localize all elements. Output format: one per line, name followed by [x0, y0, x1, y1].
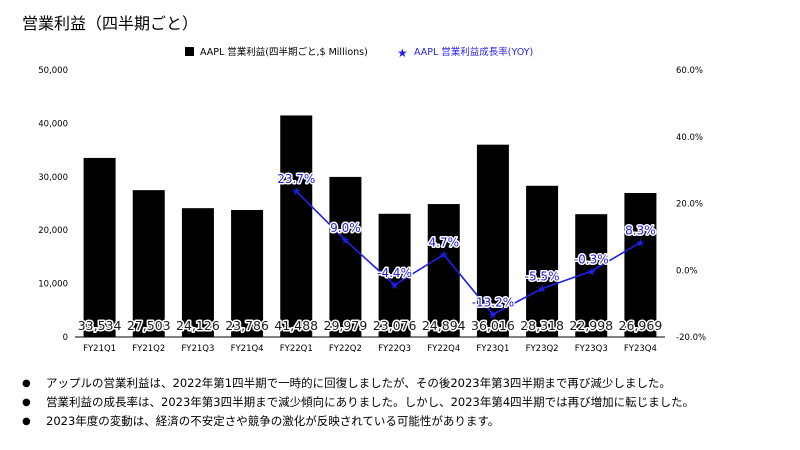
growth-rate-label: -0.3% [574, 252, 609, 266]
bar-fy22q4 [427, 204, 460, 337]
bar-fy21q2 [132, 190, 165, 337]
legend-marker-growth-rate: ★ [397, 46, 408, 60]
growth-rate-marker: ★ [439, 249, 449, 262]
growth-rate-marker: ★ [586, 265, 596, 278]
y-left-tick-label: 50,000 [38, 66, 68, 76]
bullet-item: 2023年度の変動は、経済の不安定さや競争の激化が反映されている可能性があります… [22, 412, 694, 431]
growth-rate-label: -5.5% [525, 270, 560, 284]
growth-rate-label: -13.2% [472, 295, 514, 309]
x-tick-label: FY21Q3 [181, 344, 214, 354]
y-left-tick-label: 40,000 [38, 119, 68, 129]
bar-value-label: 26,969 [619, 318, 663, 333]
summary-bullets: アップルの営業利益は、2022年第1四半期で一時的に回復しましたが、その後202… [22, 374, 694, 431]
growth-rate-marker: ★ [488, 308, 498, 321]
x-tick-label: FY22Q3 [378, 344, 411, 354]
y-left-tick-label: 10,000 [38, 280, 68, 290]
growth-rate-label: -4.4% [377, 266, 412, 280]
growth-rate-label: 9.0% [330, 221, 361, 235]
bar-fy21q3 [181, 208, 214, 337]
y-left-tick-label: 0 [63, 333, 68, 343]
growth-rate-marker: ★ [390, 279, 400, 292]
bar-value-label: 36,016 [471, 318, 515, 333]
growth-rate-marker: ★ [635, 237, 645, 250]
bar-value-label: 33,534 [78, 318, 122, 333]
bullet-item: 営業利益の成長率は、2023年第3四半期まで減少傾向にありました。しかし、202… [22, 393, 694, 412]
x-tick-label: FY21Q1 [83, 344, 116, 354]
bar-fy23q2 [526, 185, 559, 337]
x-tick-label: FY23Q4 [624, 344, 657, 354]
x-tick-label: FY23Q3 [575, 344, 608, 354]
bar-fy22q2 [329, 176, 362, 337]
bar-value-label: 23,076 [373, 318, 417, 333]
bar-fy21q1 [83, 157, 116, 337]
bar-value-label: 24,126 [176, 318, 220, 333]
y-right-tick-label: 60.0% [676, 66, 703, 76]
y-right-tick-label: 20.0% [676, 200, 703, 210]
y-right-tick-label: 40.0% [676, 133, 703, 143]
bar-value-label: 29,979 [324, 318, 368, 333]
bar-fy21q4 [231, 209, 264, 337]
growth-rate-marker: ★ [291, 185, 301, 198]
y-left-tick-label: 20,000 [38, 226, 68, 236]
growth-rate-label: 4.7% [429, 236, 460, 250]
x-tick-label: FY22Q1 [280, 344, 313, 354]
x-tick-label: FY23Q2 [526, 344, 559, 354]
legend-swatch-operating-income [185, 47, 194, 56]
legend-label-operating-income: AAPL 営業利益(四半期ごと,$ Millions) [200, 46, 368, 58]
bar-value-label: 41,488 [274, 318, 318, 333]
legend-label-growth-rate: AAPL 営業利益成長率(YOY) [414, 46, 533, 58]
growth-rate-label: 8.3% [625, 224, 656, 238]
y-right-tick-label: -20.0% [676, 333, 706, 343]
y-right-tick-label: 0.0% [676, 266, 698, 276]
page-title: 営業利益（四半期ごと） [22, 14, 199, 33]
bar-fy23q4 [624, 192, 657, 337]
operating-income-chart: AAPL 営業利益(四半期ごと,$ Millions) ★ AAPL 営業利益成長率… [38, 46, 706, 354]
bar-value-label: 27,503 [127, 318, 171, 333]
growth-rate-marker: ★ [537, 283, 547, 296]
bar-value-label: 24,894 [422, 318, 466, 333]
bar-fy23q1 [476, 144, 509, 337]
x-tick-label: FY23Q1 [476, 344, 509, 354]
bar-fy22q1 [280, 115, 313, 338]
bullet-item: アップルの営業利益は、2022年第1四半期で一時的に回復しましたが、その後202… [22, 374, 694, 393]
bar-value-label: 22,998 [569, 318, 613, 333]
y-left-tick-label: 30,000 [38, 173, 68, 183]
growth-rate-label: 23.7% [277, 172, 315, 186]
bar-value-label: 28,318 [520, 318, 564, 333]
growth-rate-marker: ★ [340, 234, 350, 247]
x-tick-label: FY21Q4 [231, 344, 264, 354]
x-tick-label: FY22Q4 [427, 344, 460, 354]
growth-rate-line [295, 190, 641, 316]
bar-value-label: 23,786 [225, 318, 269, 333]
x-tick-label: FY22Q2 [329, 344, 362, 354]
x-tick-label: FY21Q2 [132, 344, 165, 354]
